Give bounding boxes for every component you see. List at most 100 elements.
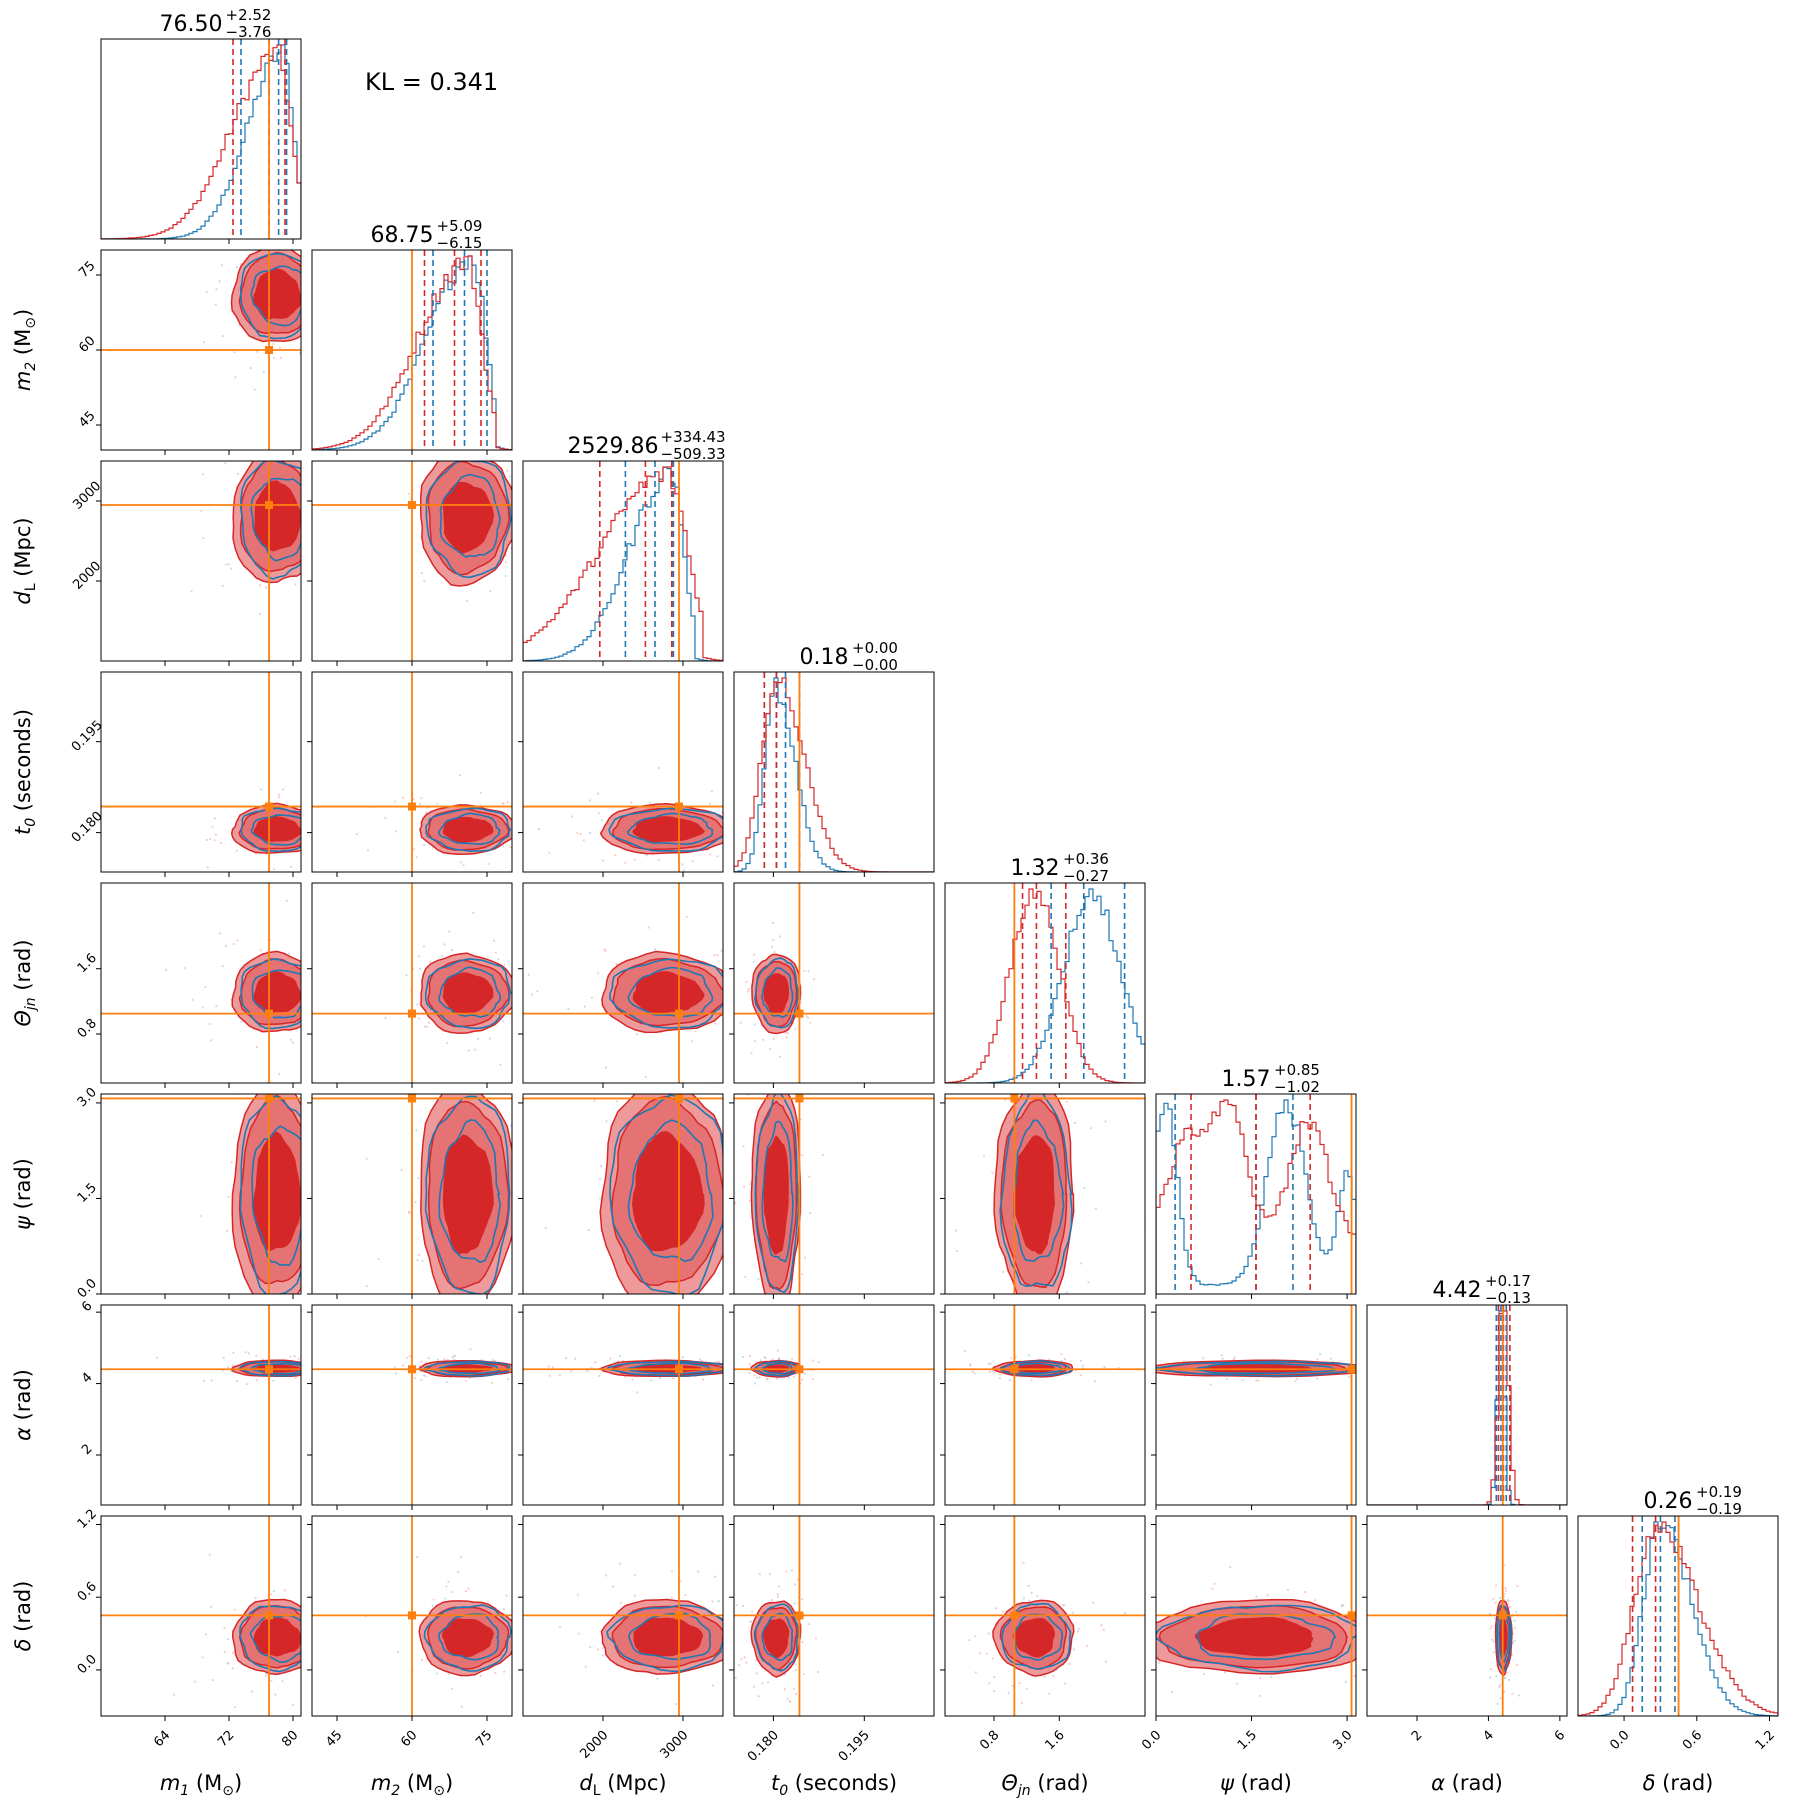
scatter-point xyxy=(265,1674,268,1677)
scatter-point xyxy=(775,1377,779,1380)
scatter-point xyxy=(809,1120,811,1122)
scatter-point xyxy=(816,1670,820,1674)
scatter-point xyxy=(618,1562,621,1565)
contour-inner-series-b xyxy=(251,969,301,1019)
panel-frame xyxy=(944,1304,1146,1506)
scatter-point xyxy=(349,826,351,828)
scatter-point xyxy=(647,1317,649,1319)
scatter-point xyxy=(531,985,533,987)
scatter-point xyxy=(1103,1366,1106,1369)
scatter-point xyxy=(784,1078,786,1080)
scatter-point xyxy=(1104,1660,1107,1663)
scatter-point xyxy=(742,1355,745,1359)
scatter-point xyxy=(579,832,582,836)
scatter-point xyxy=(968,1639,971,1642)
panel-frame xyxy=(1155,1304,1357,1506)
scatter-point xyxy=(1036,1595,1039,1598)
scatter-point xyxy=(597,1648,600,1651)
panel-frame xyxy=(100,882,302,1084)
scatter-point xyxy=(322,1376,324,1378)
scatter-point xyxy=(727,1003,729,1005)
scatter-point xyxy=(1255,1595,1258,1598)
scatter-point xyxy=(743,1185,746,1188)
scatter-point xyxy=(359,1579,361,1581)
scatter-point xyxy=(800,1598,804,1601)
truth-marker xyxy=(408,802,416,811)
panel-frame xyxy=(522,1304,724,1506)
scatter-point xyxy=(460,1048,462,1050)
panel-content xyxy=(945,1094,1145,1294)
scatter-point xyxy=(330,1010,332,1012)
scatter-point xyxy=(420,1360,423,1363)
panel-frame xyxy=(1155,1515,1357,1717)
scatter-point xyxy=(201,1656,204,1659)
scatter-point xyxy=(304,244,306,246)
scatter-point xyxy=(955,1250,958,1253)
scatter-point xyxy=(752,960,755,963)
scatter-point xyxy=(1498,1684,1502,1687)
contour-inner-series-b xyxy=(627,1362,714,1375)
scatter-point xyxy=(371,801,373,803)
scatter-point xyxy=(303,1045,305,1047)
panel-title-plus: +0.85 xyxy=(1274,1061,1320,1079)
scatter-point xyxy=(748,1166,750,1168)
scatter-point xyxy=(987,1632,990,1635)
scatter-point xyxy=(394,830,397,833)
contour-inner-series-b xyxy=(438,966,502,1018)
scatter-point xyxy=(494,1671,497,1675)
scatter-point xyxy=(508,475,511,478)
scatter-point xyxy=(269,1593,273,1596)
scatter-point xyxy=(301,1367,303,1369)
scatter-point xyxy=(684,1593,687,1597)
scatter-point xyxy=(1079,1262,1083,1265)
panel-t0-psi xyxy=(729,1078,935,1299)
scatter-point xyxy=(740,824,742,826)
scatter-point xyxy=(294,1376,297,1379)
scatter-point xyxy=(230,1161,233,1164)
panel-frame xyxy=(522,1093,724,1295)
scatter-point xyxy=(347,466,349,468)
histogram-series-b xyxy=(945,888,1145,1083)
scatter-point xyxy=(735,1644,737,1646)
scatter-point xyxy=(551,1366,555,1369)
scatter-point xyxy=(461,1035,463,1037)
x-axis-label-m1: m1 (M⊙) xyxy=(160,1771,242,1799)
scatter-point xyxy=(657,858,661,862)
panel-m1-psi: 0.0 1.5 3.0 xyxy=(75,1085,302,1301)
scatter-point xyxy=(467,1587,470,1590)
panel-content xyxy=(101,672,373,872)
scatter-point xyxy=(530,1146,532,1148)
scatter-point xyxy=(415,1129,418,1132)
scatter-point xyxy=(421,1051,423,1053)
scatter-point xyxy=(1001,1610,1005,1613)
scatter-point xyxy=(156,1356,159,1359)
scatter-point xyxy=(762,1078,764,1080)
contour-inner-series-a xyxy=(442,481,495,554)
scatter-point xyxy=(804,1256,807,1259)
scatter-point xyxy=(479,1053,481,1055)
scatter-point xyxy=(571,815,574,818)
scatter-point xyxy=(517,833,519,835)
scatter-point xyxy=(218,280,221,283)
scatter-point xyxy=(776,1349,779,1352)
scatter-point xyxy=(982,1154,986,1157)
scatter-point xyxy=(748,1372,751,1375)
scatter-point xyxy=(306,342,308,344)
panel-title-minus: −3.76 xyxy=(226,23,272,41)
scatter-point xyxy=(1347,1375,1351,1378)
scatter-point xyxy=(294,241,296,243)
scatter-point xyxy=(487,1062,489,1064)
scatter-point xyxy=(491,1359,494,1362)
scatter-point xyxy=(812,978,816,981)
scatter-point xyxy=(1424,1674,1426,1676)
scatter-point xyxy=(503,1670,506,1673)
scatter-point xyxy=(776,1593,780,1596)
scatter-point xyxy=(718,1360,721,1363)
x-tick-label: 4 xyxy=(1480,1728,1496,1744)
scatter-point xyxy=(753,1048,755,1050)
scatter-point xyxy=(1455,1361,1457,1363)
scatter-point xyxy=(1030,1591,1033,1595)
panel-theta-psi xyxy=(940,1093,1146,1299)
panel-m1-theta: 0.8 1.6 xyxy=(75,882,332,1088)
panel-title-theta: 1.32 xyxy=(1011,856,1060,881)
